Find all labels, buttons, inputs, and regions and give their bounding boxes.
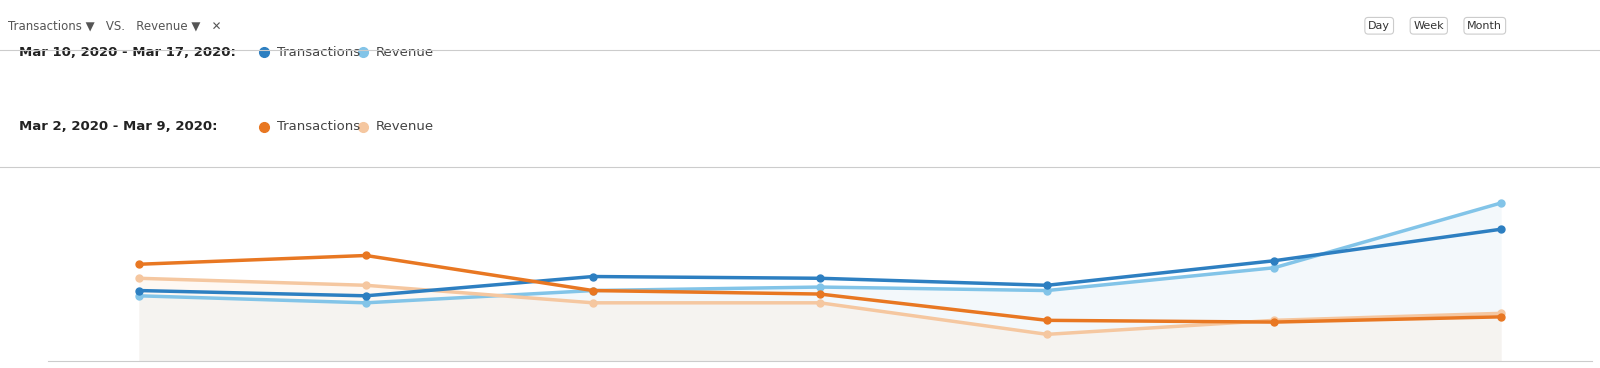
Text: Transactions ▼   VS.   Revenue ▼   ✕: Transactions ▼ VS. Revenue ▼ ✕ — [8, 19, 221, 32]
Text: Revenue: Revenue — [376, 120, 434, 133]
Text: Mar 2, 2020 - Mar 9, 2020:: Mar 2, 2020 - Mar 9, 2020: — [19, 120, 218, 133]
Text: Week: Week — [1413, 21, 1445, 31]
Text: Mar 10, 2020 - Mar 17, 2020:: Mar 10, 2020 - Mar 17, 2020: — [19, 46, 237, 59]
Text: Transactions: Transactions — [277, 120, 360, 133]
Text: Day: Day — [1368, 21, 1390, 31]
Text: Month: Month — [1467, 21, 1502, 31]
Text: Revenue: Revenue — [376, 46, 434, 59]
Text: Transactions: Transactions — [277, 46, 360, 59]
